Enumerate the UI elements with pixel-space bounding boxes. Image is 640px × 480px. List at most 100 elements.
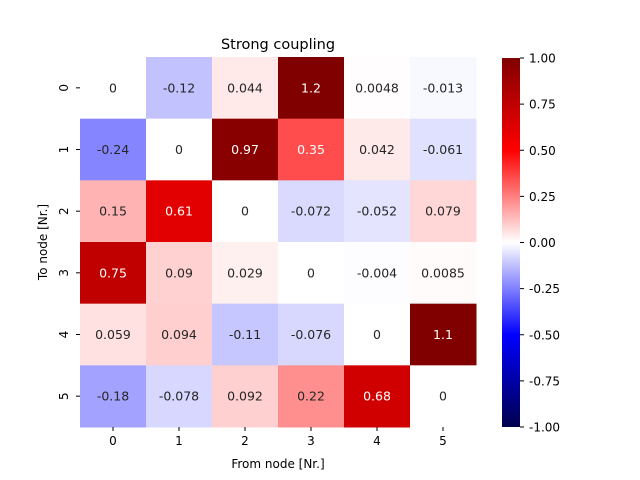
cell-value-label: 0.09: [165, 265, 193, 280]
heatmap-cell: [80, 242, 147, 305]
heatmap-cell: [146, 180, 213, 243]
x-tick-label: 1: [175, 434, 183, 448]
heatmap-cell: [80, 303, 147, 366]
heatmap-cell-labels: 0 -0.12 0.044 1.2 0.0048 -0.013 -0.24 0 0.97 0.35…: [95, 80, 465, 403]
cell-value-label: -0.072: [291, 204, 331, 219]
cell-value-label: 0: [175, 142, 183, 157]
cell-value-label: 0.15: [99, 204, 127, 219]
cell-value-label: -0.18: [97, 389, 129, 404]
x-tick-label: 0: [109, 434, 117, 448]
cell-value-label: 0.35: [297, 142, 325, 157]
y-axis-label: To node [Nr.]: [36, 204, 50, 281]
heatmap-cell: [212, 242, 279, 305]
cell-value-label: 0.0048: [355, 80, 399, 95]
heatmap-cell: [410, 365, 477, 428]
cell-value-label: 0.029: [227, 265, 263, 280]
heatmap-cell: [410, 180, 477, 243]
heatmap-cell: [344, 180, 411, 243]
heatmap-cell: [212, 57, 279, 120]
heatmap-cell: [212, 118, 279, 181]
heatmap-cell: [410, 118, 477, 181]
cell-value-label: 1.1: [433, 327, 453, 342]
cell-value-label: 0.092: [227, 389, 263, 404]
heatmap-cell: [212, 303, 279, 366]
heatmap-cell: [212, 365, 279, 428]
heatmap-cell: [278, 118, 345, 181]
heatmap-cell: [80, 180, 147, 243]
cell-value-label: -0.061: [423, 142, 463, 157]
heatmap-cell: [344, 365, 411, 428]
colorbar-tick-label: -0.50: [529, 328, 560, 342]
cell-value-label: 0: [373, 327, 381, 342]
y-tick-label: 3: [57, 269, 71, 277]
colorbar-tick-label: 0.75: [529, 98, 556, 112]
heatmap-cell: [278, 303, 345, 366]
cell-value-label: 0.042: [359, 142, 395, 157]
cell-value-label: -0.013: [423, 80, 463, 95]
heatmap-cell: [410, 57, 477, 120]
heatmap-cell: [80, 57, 147, 120]
colorbar: -1.00 -0.75 -0.50 -0.25 0.00 0.25 0.50 0.75 1.00: [502, 52, 560, 435]
heatmap-cell: [146, 303, 213, 366]
y-axis: 0 1 2 3 4 5: [57, 84, 80, 400]
cell-value-label: -0.12: [163, 80, 195, 95]
x-tick-label: 5: [439, 434, 447, 448]
heatmap-cell: [146, 57, 213, 120]
cell-value-label: -0.076: [291, 327, 331, 342]
colorbar-tick-label: 0.50: [529, 144, 556, 158]
cell-value-label: 0: [439, 389, 447, 404]
cell-value-label: -0.078: [159, 389, 199, 404]
y-tick-label: 4: [57, 331, 71, 339]
heatmap-cell: [80, 118, 147, 181]
heatmap-cell: [410, 242, 477, 305]
colorbar-tick-label: 0.00: [529, 236, 556, 250]
cell-value-label: 0.68: [363, 389, 391, 404]
y-tick-label: 5: [57, 392, 71, 400]
colorbar-gradient: [502, 58, 520, 427]
cell-value-label: 0.059: [95, 327, 131, 342]
cell-value-label: 0.044: [227, 80, 263, 95]
cell-value-label: 0: [109, 80, 117, 95]
cell-value-label: 0.22: [297, 389, 325, 404]
heatmap-cell: [146, 365, 213, 428]
cell-value-label: 0.75: [99, 265, 127, 280]
cell-value-label: 1.2: [301, 80, 321, 95]
heatmap-cell: [278, 180, 345, 243]
x-tick-label: 2: [241, 434, 249, 448]
x-tick-label: 3: [307, 434, 315, 448]
chart-title: Strong coupling: [221, 37, 335, 53]
heatmap-cell: [146, 242, 213, 305]
cell-value-label: -0.11: [229, 327, 261, 342]
heatmap-cell: [344, 303, 411, 366]
heatmap-cell: [278, 242, 345, 305]
cell-value-label: 0.0085: [421, 265, 465, 280]
heatmap-cell: [278, 57, 345, 120]
cell-value-label: 0: [241, 204, 249, 219]
heatmap-cells: [80, 57, 477, 428]
colorbar-tick-label: 1.00: [529, 52, 556, 66]
cell-value-label: -0.004: [357, 265, 397, 280]
heatmap-cell: [278, 365, 345, 428]
colorbar-tick-label: -0.25: [529, 282, 560, 296]
heatmap-cell: [80, 365, 147, 428]
cell-value-label: 0.079: [425, 204, 461, 219]
cell-value-label: -0.24: [97, 142, 129, 157]
y-tick-label: 2: [57, 207, 71, 215]
cell-value-label: 0.61: [165, 204, 193, 219]
heatmap-cell: [344, 118, 411, 181]
cell-value-label: 0.094: [161, 327, 197, 342]
heatmap-cell: [146, 118, 213, 181]
heatmap-cell: [344, 57, 411, 120]
cell-value-label: -0.052: [357, 204, 397, 219]
colorbar-tick-label: 0.25: [529, 190, 556, 204]
x-tick-label: 4: [373, 434, 381, 448]
y-tick-label: 1: [57, 146, 71, 154]
y-tick-label: 0: [57, 84, 71, 92]
heatmap-cell: [410, 303, 477, 366]
x-axis-label: From node [Nr.]: [231, 457, 324, 471]
cell-value-label: 0: [307, 265, 315, 280]
colorbar-tick-label: -1.00: [529, 421, 560, 435]
heatmap-cell: [212, 180, 279, 243]
x-axis: 0 1 2 3 4 5: [109, 427, 447, 448]
heatmap-cell: [344, 242, 411, 305]
